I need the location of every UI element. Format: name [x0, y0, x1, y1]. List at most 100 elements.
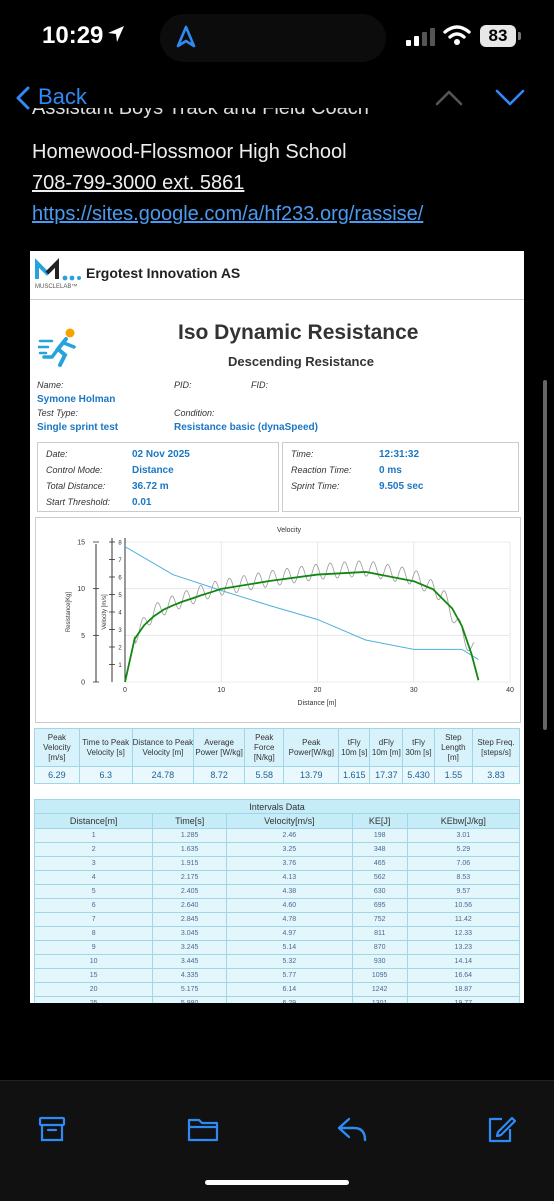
- stats-header-cell: Peak Velocity [m/s]: [34, 728, 80, 767]
- sprint-time-label: Sprint Time:: [291, 481, 340, 491]
- intervals-header-cell: Time[s]: [152, 813, 227, 829]
- sprint-time-value: 9.505 sec: [379, 481, 424, 492]
- runner-icon: [38, 328, 76, 367]
- battery-tip: [518, 32, 521, 40]
- start-threshold-label: Start Threshold:: [46, 497, 111, 507]
- back-label: Back: [38, 84, 87, 109]
- table-cell: 3.25: [226, 842, 353, 857]
- table-cell: 19.77: [406, 996, 521, 1003]
- logo-subtitle: MUSCLELAB™: [35, 284, 78, 290]
- table-cell: 2.845: [152, 912, 227, 927]
- y-tick-label: 3: [118, 628, 122, 634]
- reply-icon[interactable]: [336, 1115, 368, 1143]
- table-cell: 1.915: [152, 856, 227, 871]
- table-cell: 198: [351, 828, 408, 843]
- scroll-indicator[interactable]: [543, 380, 547, 730]
- chart-title: Velocity: [277, 527, 302, 534]
- table-cell: 2.640: [152, 898, 227, 913]
- next-message-chevron-down-icon[interactable]: [494, 88, 526, 108]
- table-cell: 4.60: [226, 898, 353, 913]
- chevron-left-icon: [16, 86, 30, 110]
- velocity-chart: 0 10 20 30 40 1 2 3 4 5 6 7 8 0 5 10 15 Velocity Distance …: [66, 527, 514, 707]
- y-tick-label: 6: [118, 576, 122, 582]
- time-label: Time:: [291, 449, 314, 459]
- y-axis-label: Velocity [m/s]: [102, 594, 108, 630]
- home-indicator[interactable]: [205, 1180, 349, 1185]
- website-link[interactable]: https://sites.google.com/a/hf233.org/ras…: [32, 203, 424, 225]
- table-cell: 3.045: [152, 926, 227, 941]
- y-tick-label: 5: [118, 593, 122, 599]
- table-cell: 9.57: [406, 884, 521, 899]
- table-cell: 3.01: [406, 828, 521, 843]
- table-cell: 630: [351, 884, 408, 899]
- table-cell: 811: [351, 926, 408, 941]
- table-cell: 15: [33, 968, 154, 983]
- y-tick-label: 8: [118, 541, 122, 547]
- phone-link[interactable]: 708-799-3000 ext. 5861: [32, 172, 245, 194]
- intervals-header-row: Distance[m] Time[s] Velocity[m/s] KE[J] KEbw…: [33, 813, 521, 829]
- condition-label: Condition:: [174, 408, 215, 418]
- total-distance-label: Total Distance:: [46, 481, 106, 491]
- table-row: 2 1.635 3.25 348 5.29: [33, 842, 521, 857]
- cellular-signal-icon: [406, 28, 435, 46]
- stats-value-cell: 1.55: [433, 766, 474, 784]
- musclelab-logo-icon: [35, 258, 81, 281]
- table-cell: 3.445: [152, 954, 227, 969]
- stats-value-cell: 8.72: [193, 766, 246, 784]
- table-cell: 930: [351, 954, 408, 969]
- table-row: 3 1.915 3.76 465 7.06: [33, 856, 521, 871]
- stats-header-cell: Step Length [m]: [433, 728, 474, 767]
- x-tick-label: 20: [314, 687, 322, 694]
- table-cell: 5.77: [226, 968, 353, 983]
- y-tick-label: 1: [118, 663, 122, 669]
- table-row: 7 2.845 4.78 752 11.42: [33, 912, 521, 927]
- status-bar: 10:29 83: [0, 0, 554, 70]
- intervals-body: 1 1.285 2.46 198 3.01 2 1.635 3.25 348 5.29 3 1.915…: [33, 828, 521, 1003]
- table-cell: 6.29: [226, 996, 353, 1003]
- table-cell: 5.980: [152, 996, 227, 1003]
- reaction-time-value: 0 ms: [379, 465, 402, 476]
- table-cell: 7.06: [406, 856, 521, 871]
- report-header: MUSCLELAB™ Ergotest Innovation AS: [30, 251, 524, 300]
- reaction-time-label: Reaction Time:: [291, 465, 352, 475]
- velocity-line: [124, 571, 480, 683]
- stats-values-row: 6.29 6.3 24.78 8.72 5.58 13.79 1.615 17.37 5.430…: [34, 766, 520, 784]
- folder-icon[interactable]: [187, 1115, 219, 1143]
- y2-tick-label: 5: [81, 633, 85, 640]
- table-cell: 3.245: [152, 940, 227, 955]
- stats-value-cell: 13.79: [283, 766, 340, 784]
- table-cell: 1301: [351, 996, 408, 1003]
- stats-header-cell: Peak Force [N/kg]: [244, 728, 285, 767]
- table-row: 15 4.335 5.77 1095 16.64: [33, 968, 521, 983]
- table-cell: 4.38: [226, 884, 353, 899]
- table-cell: 4.335: [152, 968, 227, 983]
- intervals-title-row: Intervals Data: [34, 799, 520, 814]
- compose-icon[interactable]: [486, 1115, 516, 1143]
- test-type-label: Test Type:: [37, 408, 79, 418]
- x-tick-label: 10: [217, 687, 225, 694]
- stats-header-cell: Time to Peak Velocity [s]: [78, 728, 133, 767]
- total-distance-value: 36.72 m: [132, 481, 169, 492]
- website[interactable]: https://sites.google.com/a/hf233.org/ras…: [32, 203, 423, 226]
- table-cell: 20: [33, 982, 154, 997]
- info-box-right: Time: 12:31:32 Reaction Time: 0 ms Sprin…: [282, 442, 519, 512]
- stats-header-cell: Distance to Peak Velocity [m]: [131, 728, 195, 767]
- table-cell: 5.32: [226, 954, 353, 969]
- info-box-left: Date: 02 Nov 2025 Control Mode: Distance…: [37, 442, 279, 512]
- previous-message-chevron-up-icon[interactable]: [434, 88, 464, 106]
- back-button[interactable]: Back: [16, 84, 87, 110]
- table-row: 5 2.405 4.38 630 9.57: [33, 884, 521, 899]
- name-label: Name:: [37, 380, 64, 390]
- table-cell: 13.23: [406, 940, 521, 955]
- test-report: MUSCLELAB™ Ergotest Innovation AS Iso Dy…: [30, 251, 524, 1003]
- table-cell: 4.78: [226, 912, 353, 927]
- phone-number[interactable]: 708-799-3000 ext. 5861: [32, 172, 244, 195]
- pid-label: PID:: [174, 380, 192, 390]
- cut-off-text-line: Assistant Boys Track and Field Coach: [32, 108, 369, 119]
- stats-header-row: Peak Velocity [m/s] Time to Peak Velocity…: [34, 728, 520, 767]
- table-cell: 695: [351, 898, 408, 913]
- date-label: Date:: [46, 449, 68, 459]
- velocity-chart-panel: 0 10 20 30 40 1 2 3 4 5 6 7 8 0 5 10 15 Velocity Distance …: [35, 517, 521, 723]
- archive-icon[interactable]: [38, 1115, 66, 1143]
- date-value: 02 Nov 2025: [132, 449, 190, 460]
